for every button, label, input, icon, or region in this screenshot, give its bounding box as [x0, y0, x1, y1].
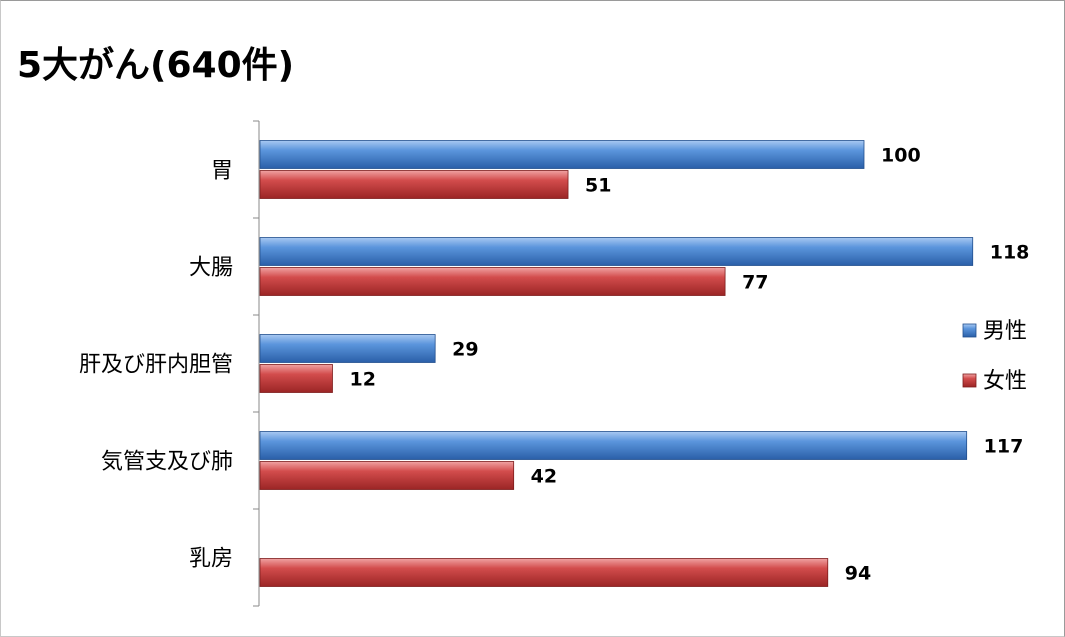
data-label-female: 94 — [845, 563, 871, 585]
data-label-female: 12 — [349, 369, 375, 391]
bar-female — [259, 170, 569, 199]
bar-male — [259, 140, 865, 169]
bar-female — [259, 364, 333, 393]
bar-male — [259, 237, 974, 266]
bar-female — [259, 558, 829, 587]
data-label-female: 42 — [531, 466, 557, 488]
legend-swatch-male — [962, 323, 977, 338]
data-label-female: 77 — [742, 272, 768, 294]
plot-area: 胃 100 51 大腸 118 77 肝及び肝内胆管 29 12 気管支及び肺 117 42 乳房 94 — [79, 120, 1030, 607]
legend-swatch-female — [962, 373, 977, 388]
data-label-male: 29 — [452, 339, 478, 361]
data-label-male: 117 — [984, 436, 1024, 458]
data-label-female: 51 — [585, 175, 611, 197]
bar-male — [259, 334, 436, 363]
category-label: 肝及び肝内胆管 — [79, 353, 233, 378]
legend-label-male: 男性 — [983, 319, 1027, 344]
chart-title: 5大がん(640件) — [17, 45, 294, 86]
bar-female — [259, 461, 515, 490]
category-label: 大腸 — [189, 256, 233, 281]
category-label: 乳房 — [189, 547, 233, 572]
category-label: 気管支及び肺 — [101, 450, 233, 475]
data-label-male: 100 — [881, 145, 921, 167]
data-label-male: 118 — [990, 242, 1030, 264]
bar-female — [259, 267, 726, 296]
category-label: 胃 — [211, 159, 233, 184]
bar-male — [259, 431, 968, 460]
legend-label-female: 女性 — [983, 369, 1027, 394]
